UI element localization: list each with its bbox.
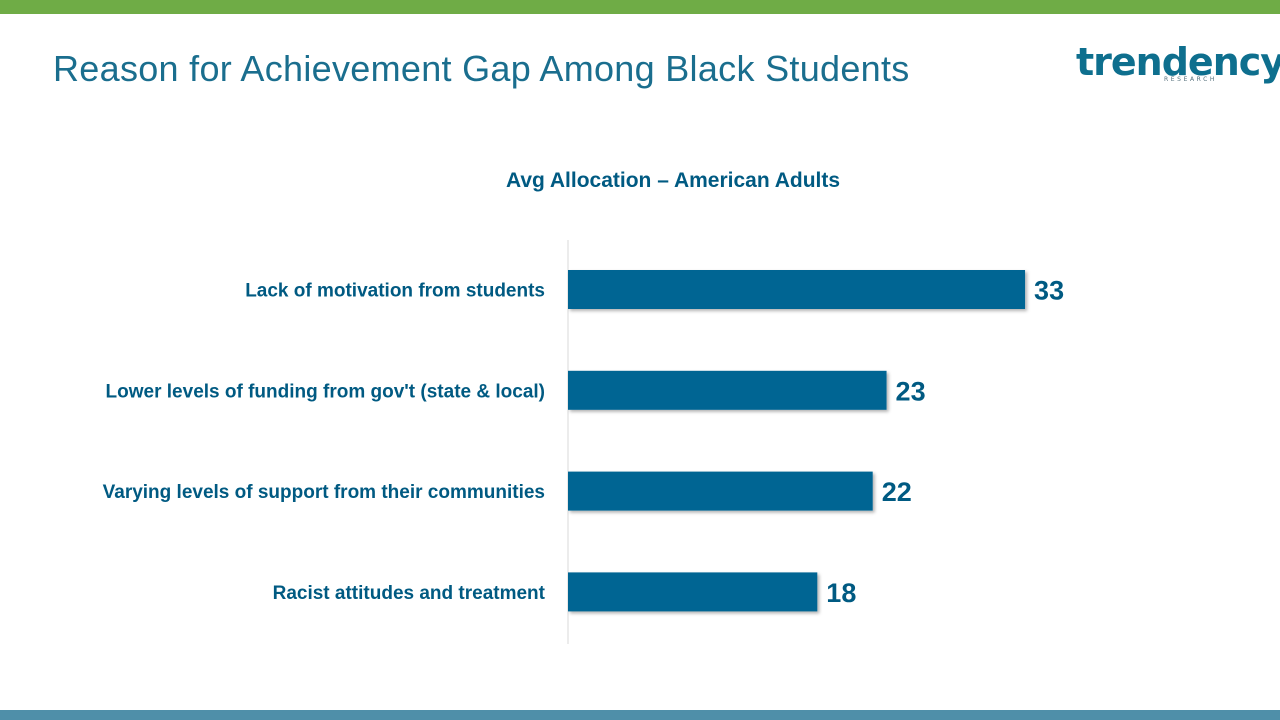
bar (568, 572, 818, 612)
top-accent-bar (0, 0, 1280, 14)
trendency-logo: trendency RESEARCH (1076, 40, 1280, 88)
category-label: Lack of motivation from students (245, 281, 545, 302)
data-label: 23 (896, 376, 926, 406)
chart-title: Avg Allocation – American Adults (505, 169, 841, 192)
logo-wordmark: trendency (1076, 40, 1280, 84)
data-label: 18 (826, 578, 856, 608)
slide-title: Reason for Achievement Gap Among Black S… (53, 48, 910, 89)
bar (568, 471, 873, 511)
category-label: Varying levels of support from their com… (103, 482, 545, 503)
bar (568, 370, 887, 410)
category-label: Racist attitudes and treatment (273, 583, 546, 604)
data-label: 22 (882, 477, 912, 507)
data-label: 33 (1034, 276, 1064, 306)
bar (568, 270, 1026, 309)
category-label: Lower levels of funding from gov't (stat… (106, 381, 545, 402)
bottom-accent-bar (0, 710, 1280, 720)
logo-subtitle: RESEARCH (1164, 76, 1218, 83)
